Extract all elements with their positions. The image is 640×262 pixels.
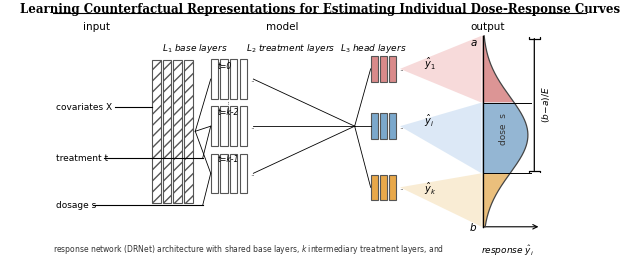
Text: ..: ..: [250, 75, 255, 84]
Bar: [380, 174, 387, 200]
Text: t=k-1: t=k-1: [218, 155, 239, 164]
Text: treatment t: treatment t: [56, 154, 108, 162]
Bar: [239, 106, 247, 146]
Bar: [184, 60, 193, 203]
Text: t=k-2: t=k-2: [218, 108, 239, 117]
Text: $L_2$ treatment layers: $L_2$ treatment layers: [246, 42, 335, 55]
Text: $b$: $b$: [469, 221, 477, 233]
Polygon shape: [400, 103, 481, 173]
Bar: [371, 113, 378, 139]
Text: ..: ..: [399, 64, 404, 73]
Text: ..: ..: [250, 169, 255, 178]
Text: $a$: $a$: [470, 39, 477, 48]
Bar: [388, 56, 396, 82]
Polygon shape: [483, 174, 510, 227]
Bar: [380, 113, 387, 139]
Text: input: input: [83, 22, 109, 32]
Text: dosage s: dosage s: [56, 201, 97, 210]
Bar: [239, 154, 247, 193]
Text: response $\hat{y}_i$: response $\hat{y}_i$: [481, 243, 534, 258]
Bar: [371, 56, 378, 82]
Text: $L_1$ base layers: $L_1$ base layers: [162, 42, 227, 55]
Text: response network (DRNet) architecture with shared base layers, $k$ intermediary : response network (DRNet) architecture wi…: [54, 243, 444, 256]
Text: dose  s: dose s: [499, 113, 508, 145]
Bar: [211, 59, 218, 99]
Bar: [220, 154, 228, 193]
Text: ..: ..: [399, 122, 404, 131]
Bar: [239, 59, 247, 99]
Text: covariates X: covariates X: [56, 103, 112, 112]
Bar: [220, 106, 228, 146]
Polygon shape: [483, 103, 528, 173]
Text: $(b\!-\!a)/E$: $(b\!-\!a)/E$: [540, 86, 552, 123]
Text: ..: ..: [399, 183, 404, 192]
Text: Learning Counterfactual Representations for Estimating Individual Dose-Response : Learning Counterfactual Representations …: [20, 3, 620, 16]
Bar: [380, 56, 387, 82]
Polygon shape: [400, 36, 481, 103]
Text: ..: ..: [250, 122, 255, 131]
Bar: [371, 174, 378, 200]
Text: $\hat{y}_i$: $\hat{y}_i$: [424, 113, 434, 129]
Bar: [163, 60, 172, 203]
Bar: [388, 113, 396, 139]
Bar: [388, 174, 396, 200]
Bar: [211, 154, 218, 193]
Polygon shape: [483, 36, 514, 102]
Text: $\hat{y}_1$: $\hat{y}_1$: [424, 56, 436, 72]
Polygon shape: [400, 173, 481, 227]
Bar: [230, 59, 237, 99]
Bar: [220, 59, 228, 99]
Bar: [211, 106, 218, 146]
Bar: [173, 60, 182, 203]
Bar: [230, 154, 237, 193]
Text: $\hat{y}_k$: $\hat{y}_k$: [424, 181, 436, 197]
Bar: [230, 106, 237, 146]
Text: t=0: t=0: [218, 62, 232, 72]
Text: output: output: [470, 22, 505, 32]
Text: $L_3$ head layers: $L_3$ head layers: [340, 42, 406, 55]
Text: model: model: [266, 22, 299, 32]
Bar: [152, 60, 161, 203]
